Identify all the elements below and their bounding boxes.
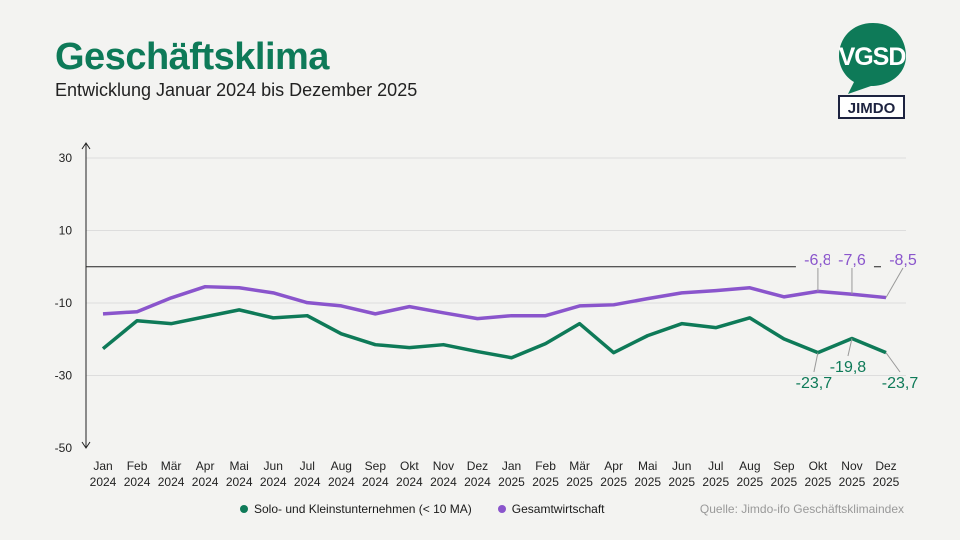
x-tick-year: 2025	[805, 475, 832, 489]
label-background	[881, 249, 925, 271]
y-tick-label: -50	[55, 441, 73, 455]
x-tick-month: Feb	[127, 459, 148, 473]
x-tick-year: 2025	[873, 475, 900, 489]
data-label: -23,7	[882, 375, 919, 392]
y-tick-label: -30	[55, 369, 73, 383]
x-tick-month: Jun	[264, 459, 283, 473]
legend-label: Solo- und Kleinstunternehmen (< 10 MA)	[254, 502, 472, 516]
x-tick-year: 2025	[736, 475, 763, 489]
x-tick-month: Jan	[502, 459, 521, 473]
x-tick-year: 2024	[328, 475, 355, 489]
x-tick-year: 2024	[362, 475, 389, 489]
x-tick-year: 2024	[90, 475, 117, 489]
x-tick-year: 2024	[158, 475, 185, 489]
x-tick-month: Dez	[467, 459, 488, 473]
x-tick-year: 2025	[532, 475, 559, 489]
x-tick-year: 2025	[668, 475, 695, 489]
x-tick-year: 2024	[294, 475, 321, 489]
legend: Solo- und Kleinstunternehmen (< 10 MA) G…	[240, 502, 605, 516]
x-tick-month: Nov	[433, 459, 454, 473]
x-tick-month: Jan	[93, 459, 112, 473]
x-tick-month: Mär	[569, 459, 590, 473]
legend-item-gesamt: Gesamtwirtschaft	[497, 502, 605, 516]
data-label: -19,8	[830, 359, 867, 376]
series-line	[101, 308, 887, 360]
y-tick-label: 30	[59, 151, 73, 165]
x-tick-year: 2025	[566, 475, 593, 489]
x-tick-year: 2024	[430, 475, 457, 489]
data-label: -8,5	[889, 252, 917, 269]
x-tick-year: 2025	[839, 475, 866, 489]
y-tick-label: 10	[59, 224, 73, 238]
x-tick-year: 2024	[260, 475, 287, 489]
data-label: -23,7	[796, 375, 833, 392]
x-tick-year: 2024	[226, 475, 253, 489]
label-leader	[847, 338, 853, 357]
x-tick-year: 2025	[634, 475, 661, 489]
x-tick-month: Feb	[535, 459, 556, 473]
x-tick-year: 2024	[396, 475, 423, 489]
x-tick-month: Nov	[841, 459, 862, 473]
svg-text:JIMDO: JIMDO	[848, 100, 896, 117]
y-axis-arrow-down-icon	[81, 441, 91, 449]
x-tick-month: Mai	[638, 459, 657, 473]
page-subtitle: Entwicklung Januar 2024 bis Dezember 202…	[55, 80, 418, 100]
x-tick-month: Sep	[365, 459, 387, 473]
x-tick-month: Mär	[161, 459, 182, 473]
svg-text:VGSD: VGSD	[839, 43, 906, 71]
x-tick-year: 2025	[771, 475, 798, 489]
x-tick-year: 2025	[702, 475, 729, 489]
x-tick-year: 2025	[498, 475, 525, 489]
label-background	[829, 249, 874, 271]
source-note: Quelle: Jimdo-ifo Geschäftsklimaindex	[699, 502, 904, 516]
x-tick-month: Jul	[300, 459, 315, 473]
x-tick-month: Jul	[708, 459, 723, 473]
x-tick-month: Okt	[809, 459, 828, 473]
y-tick-label: -10	[55, 296, 73, 310]
logos: VGSD JIMDO	[838, 22, 908, 127]
x-tick-month: Sep	[773, 459, 795, 473]
legend-item-solo: Solo- und Kleinstunternehmen (< 10 MA)	[240, 502, 472, 516]
x-tick-month: Aug	[331, 459, 352, 473]
vgsd-logo: VGSD JIMDO	[838, 23, 906, 119]
label-leader	[885, 267, 904, 298]
x-tick-year: 2024	[192, 475, 219, 489]
x-tick-year: 2025	[600, 475, 627, 489]
page-title: Geschäftsklima	[55, 36, 329, 78]
x-tick-month: Apr	[604, 459, 623, 473]
x-tick-year: 2024	[464, 475, 491, 489]
series-line	[102, 284, 887, 321]
data-label: -7,6	[838, 252, 866, 269]
x-tick-year: 2024	[124, 475, 151, 489]
legend-label: Gesamtwirtschaft	[511, 502, 605, 516]
y-axis-arrow-up-icon	[81, 142, 91, 150]
x-tick-month: Apr	[196, 459, 215, 473]
legend-marker	[497, 505, 506, 513]
x-tick-month: Aug	[739, 459, 760, 473]
label-leader	[885, 352, 901, 373]
x-tick-month: Dez	[875, 459, 896, 473]
x-tick-month: Jun	[672, 459, 691, 473]
data-label: -6,8	[804, 252, 832, 269]
x-tick-month: Okt	[400, 459, 419, 473]
label-background	[795, 249, 840, 271]
label-leader	[813, 352, 819, 373]
legend-marker	[240, 505, 248, 513]
x-tick-month: Mai	[230, 459, 249, 473]
